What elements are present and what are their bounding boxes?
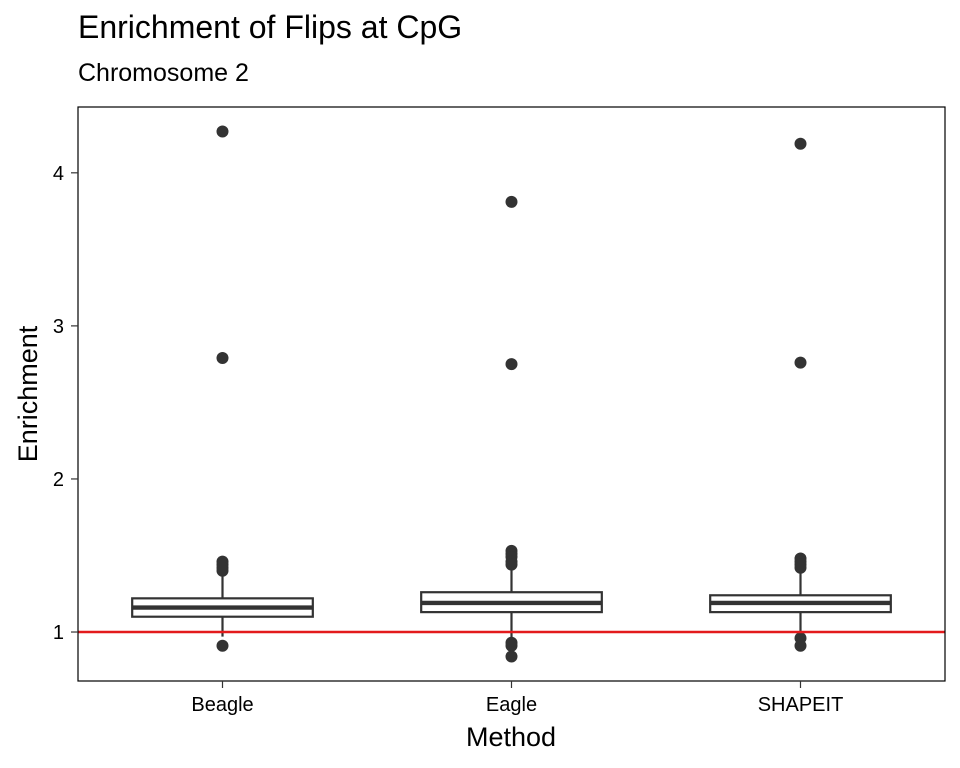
y-tick-label: 4 xyxy=(53,163,64,185)
outlier-point xyxy=(505,639,518,652)
x-tick-label: Eagle xyxy=(486,694,537,716)
y-tick-label: 3 xyxy=(53,316,64,338)
y-axis-title: Enrichment xyxy=(13,325,43,462)
outlier-point xyxy=(216,352,229,365)
outlier-point xyxy=(505,358,518,371)
box-eagle xyxy=(420,195,603,663)
outlier-point xyxy=(794,561,807,574)
outlier-point xyxy=(216,639,229,652)
outlier-point xyxy=(505,195,518,208)
outlier-point xyxy=(216,125,229,138)
x-axis-title: Method xyxy=(466,722,556,752)
box-shapeit xyxy=(709,137,892,652)
outlier-point xyxy=(505,558,518,571)
outlier-point xyxy=(216,564,229,577)
y-tick-label: 2 xyxy=(53,469,64,491)
x-axis: Beagle Eagle SHAPEIT xyxy=(191,681,843,716)
chart-title: Enrichment of Flips at CpG xyxy=(78,9,463,45)
outlier-point xyxy=(794,137,807,150)
chart-marks xyxy=(78,125,945,663)
box-beagle xyxy=(131,125,314,652)
outlier-point xyxy=(794,639,807,652)
outlier-point xyxy=(794,356,807,369)
y-tick-label: 1 xyxy=(53,622,64,644)
y-axis: 1 2 3 4 xyxy=(53,163,78,644)
chart-subtitle: Chromosome 2 xyxy=(78,59,249,87)
x-tick-label: Beagle xyxy=(191,694,253,716)
x-tick-label: SHAPEIT xyxy=(758,694,844,716)
outlier-point xyxy=(505,650,518,663)
